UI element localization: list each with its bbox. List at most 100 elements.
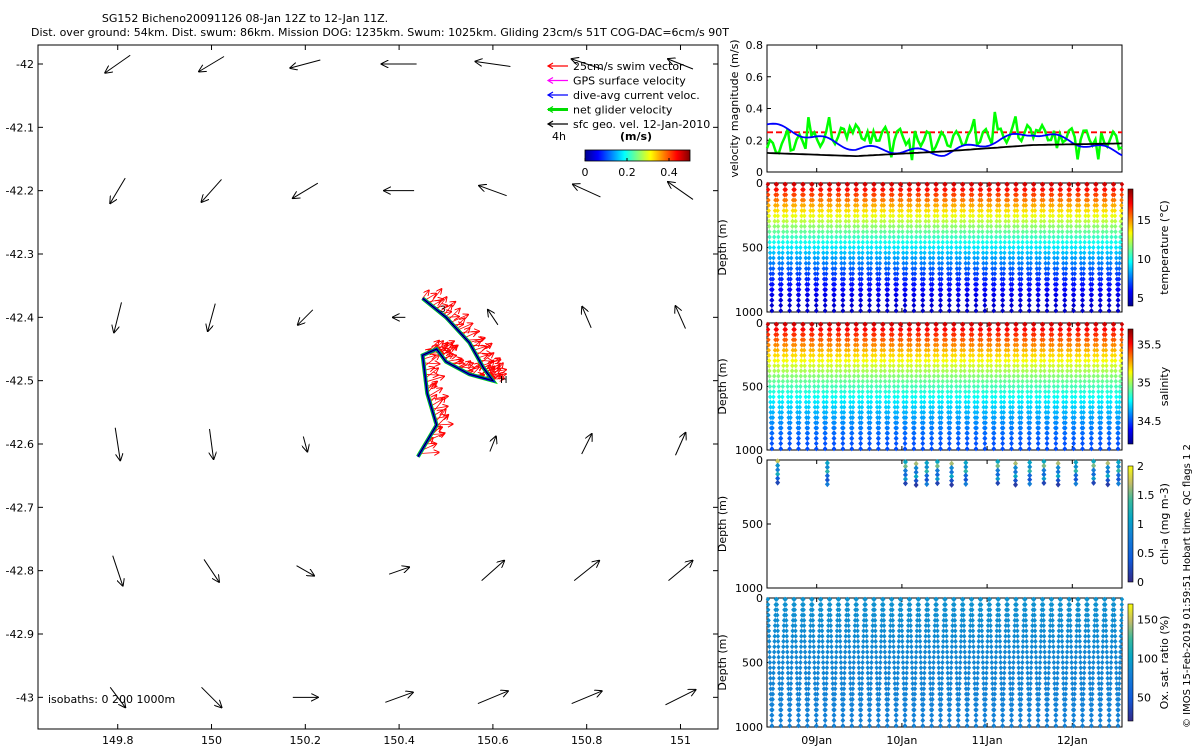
profile-marker: [944, 363, 949, 369]
velocity-y-tick-label: 0.2: [746, 134, 764, 147]
profile-marker: [798, 665, 803, 671]
profile-marker: [788, 696, 793, 702]
profile-marker: [850, 276, 855, 282]
profile-marker: [1076, 187, 1081, 193]
profile-marker: [811, 649, 817, 655]
profile-marker: [891, 363, 896, 369]
profile-marker: [1117, 271, 1122, 277]
profile-marker: [971, 368, 976, 374]
profile-marker: [847, 239, 852, 245]
profile-marker: [767, 373, 772, 379]
profile-marker: [894, 297, 899, 303]
profile-marker: [827, 596, 833, 602]
profile-marker: [1058, 326, 1064, 333]
profile-marker: [1024, 368, 1029, 374]
profile-marker: [1054, 292, 1059, 298]
profile-marker: [970, 332, 975, 338]
profile-marker: [1055, 260, 1060, 266]
profile-marker: [967, 368, 972, 374]
profile-marker: [1069, 260, 1075, 266]
profile-marker: [1107, 425, 1112, 431]
profile-marker: [1001, 425, 1006, 431]
profile-marker: [810, 321, 815, 327]
profile-marker: [843, 229, 848, 235]
profile-marker: [767, 654, 772, 660]
profile-marker: [939, 425, 944, 431]
profile-marker: [771, 239, 777, 245]
profile-marker: [920, 440, 926, 447]
profile-marker: [781, 223, 786, 229]
profile-marker: [1055, 464, 1061, 471]
profile-marker: [1024, 373, 1030, 379]
profile-marker: [869, 244, 874, 251]
profile-marker: [778, 302, 784, 308]
profile-marker: [840, 308, 846, 314]
profile-marker: [972, 250, 977, 256]
profile-marker: [958, 363, 964, 369]
profile-marker: [790, 358, 795, 364]
profile-marker: [772, 644, 777, 650]
profile-marker: [892, 394, 897, 400]
profile-marker: [806, 670, 812, 676]
profile-marker: [1042, 244, 1048, 251]
profile-marker: [833, 686, 838, 692]
profile-marker: [784, 347, 789, 353]
profile-marker: [851, 675, 856, 681]
profile-marker: [901, 394, 906, 400]
profile-marker: [989, 244, 994, 251]
profile-marker: [834, 368, 839, 374]
profile-marker: [803, 399, 809, 405]
profile-marker: [971, 363, 976, 369]
profile-marker: [926, 202, 931, 208]
profile-marker: [803, 665, 808, 671]
profile-marker: [765, 321, 771, 327]
profile-marker: [917, 208, 922, 214]
geo-velocity-arrow: [479, 186, 507, 197]
profile-marker: [934, 475, 940, 482]
profile-marker: [1113, 239, 1118, 245]
profile-marker: [873, 368, 879, 374]
profile-marker: [772, 358, 777, 364]
profile-marker: [851, 234, 857, 240]
profile-marker: [958, 368, 963, 374]
profile-marker: [918, 373, 923, 379]
profile-marker: [1103, 326, 1108, 333]
legend-arrowhead: [546, 76, 554, 85]
profile-marker: [812, 255, 817, 261]
profile-marker: [833, 404, 838, 410]
profile-marker: [841, 707, 846, 713]
profile-marker: [1001, 399, 1007, 405]
profile-marker: [923, 363, 928, 369]
profile-marker: [976, 368, 981, 374]
profile-marker: [771, 244, 777, 251]
profile-marker: [874, 244, 879, 251]
profile-marker: [1010, 420, 1015, 426]
profile-marker: [995, 463, 1001, 470]
profile-marker: [850, 415, 855, 421]
profile-marker: [811, 644, 816, 650]
profile-marker: [837, 192, 842, 198]
profile-marker: [966, 389, 972, 395]
profile-marker: [1046, 244, 1052, 251]
profile-marker: [979, 347, 984, 353]
profile-marker: [814, 696, 820, 702]
profile-marker: [802, 628, 807, 634]
profile-marker: [1010, 281, 1015, 287]
profile-marker: [918, 234, 923, 240]
profile-marker: [775, 617, 780, 623]
profile-marker: [927, 255, 933, 261]
profile-marker: [1105, 250, 1110, 256]
profile-marker: [905, 352, 911, 358]
profile-marker: [877, 415, 882, 421]
geo-velocity-arrows: [105, 54, 695, 707]
profile-marker: [1082, 373, 1087, 379]
profile-marker: [993, 239, 999, 245]
profile-marker: [771, 383, 777, 390]
profile-marker: [1009, 440, 1014, 447]
profile-marker: [786, 686, 791, 692]
profile-marker: [1095, 213, 1100, 219]
profile-marker: [941, 223, 946, 229]
profile-marker: [1069, 383, 1074, 390]
profile-marker: [780, 378, 786, 384]
axes-frame: [766, 44, 1123, 173]
